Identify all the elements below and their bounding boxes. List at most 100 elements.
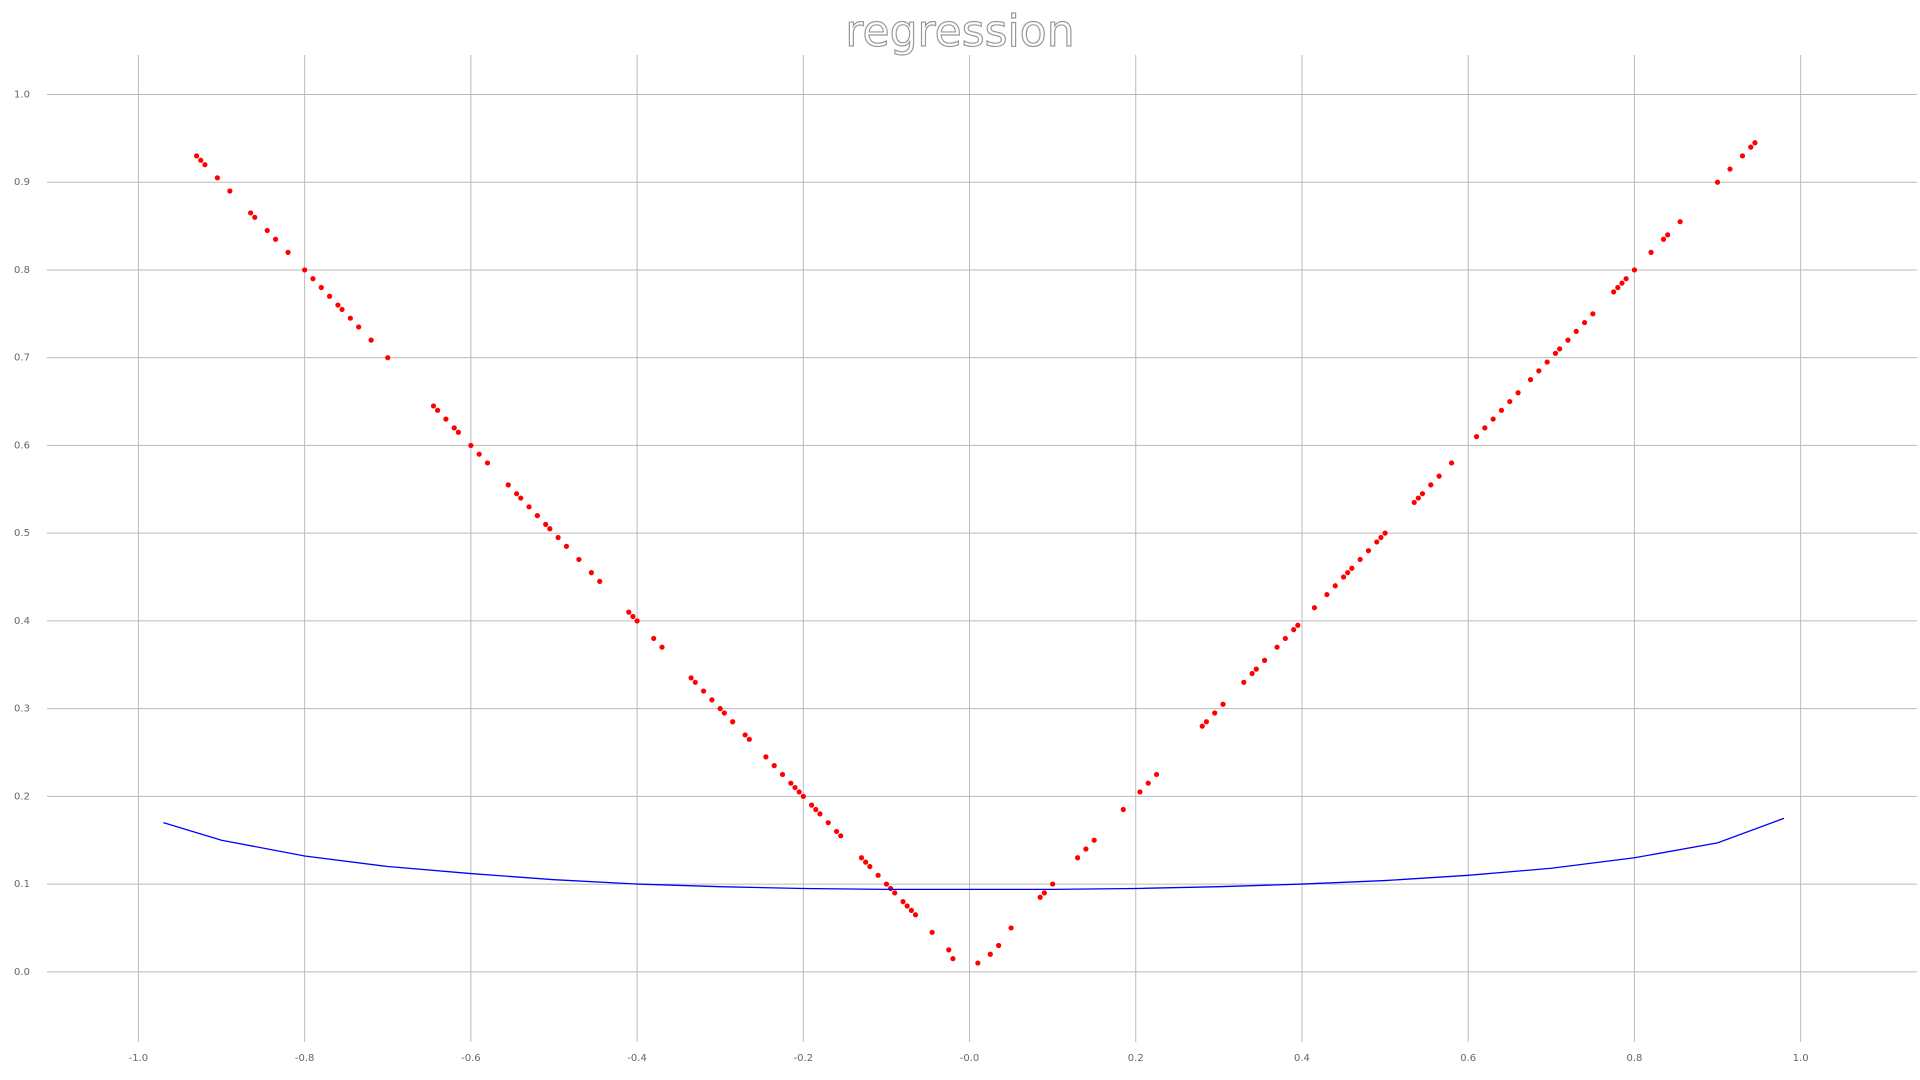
data-point [929, 929, 935, 935]
y-tick-label: 0.1 [14, 879, 30, 890]
data-point [800, 793, 806, 799]
data-point [1660, 236, 1667, 242]
data-point [1565, 337, 1571, 343]
x-tick-label: -0.8 [295, 1053, 315, 1064]
data-point [709, 697, 715, 703]
data-point [468, 442, 474, 449]
data-point [1552, 350, 1559, 356]
data-point [513, 491, 520, 497]
data-point [214, 175, 220, 181]
data-point [1515, 390, 1521, 396]
data-point [1631, 267, 1638, 273]
data-point [1727, 166, 1733, 172]
data-point [1091, 837, 1097, 843]
y-tick-label: 0.4 [14, 616, 30, 627]
data-point [887, 885, 894, 892]
data-point [455, 429, 461, 435]
data-point [264, 227, 270, 234]
data-point [1037, 894, 1043, 900]
data-point [867, 863, 873, 870]
data-point [1041, 890, 1047, 896]
data-point [863, 859, 869, 865]
data-point [1008, 925, 1014, 931]
data-point [227, 188, 233, 194]
y-tick-label: 0.8 [14, 265, 30, 276]
data-point [858, 855, 865, 861]
data-point [1581, 319, 1588, 326]
data-point [908, 907, 914, 914]
regression-line [163, 817, 1785, 890]
data-point [1573, 328, 1579, 334]
x-tick-label: -0.2 [794, 1053, 814, 1064]
data-point [555, 534, 561, 541]
y-tick-label: 0.3 [14, 704, 30, 715]
data-point [1677, 219, 1683, 225]
data-point [1345, 570, 1351, 576]
y-tick-label: 0.0 [14, 967, 30, 978]
data-point [746, 736, 752, 742]
data-point [543, 521, 549, 527]
data-point [202, 162, 208, 168]
data-point [996, 942, 1002, 949]
data-point [1428, 482, 1434, 488]
data-point [1199, 723, 1205, 729]
data-point [1253, 666, 1259, 672]
data-point [248, 210, 254, 216]
data-point [1615, 284, 1621, 291]
data-point [1203, 719, 1209, 725]
data-point [833, 828, 840, 835]
y-tick-label: 1.0 [14, 89, 30, 100]
data-point [1374, 539, 1380, 545]
data-point [1332, 583, 1338, 589]
data-point [310, 276, 316, 282]
data-point [796, 789, 802, 795]
data-point [476, 451, 482, 457]
data-point [813, 806, 819, 813]
data-point [451, 425, 457, 431]
data-point [1120, 806, 1126, 813]
data-point [368, 337, 374, 343]
data-point [1365, 548, 1372, 554]
data-point [817, 811, 823, 817]
y-tick-label: 0.6 [14, 440, 30, 451]
data-point [838, 833, 844, 839]
data-point [1619, 280, 1625, 286]
data-point [771, 763, 777, 769]
data-point [1415, 495, 1421, 501]
data-point [1324, 591, 1330, 598]
data-point [1261, 657, 1268, 663]
y-tick-label: 0.9 [14, 177, 30, 188]
data-point [700, 688, 707, 694]
data-point [318, 284, 324, 291]
x-tick-label: -1.0 [129, 1053, 149, 1064]
data-point [1436, 473, 1442, 479]
x-tick-label: -0.6 [461, 1053, 481, 1064]
data-point [435, 407, 441, 413]
data-point [547, 526, 553, 532]
data-point [630, 613, 636, 620]
data-point [1665, 232, 1671, 238]
data-point [1074, 855, 1081, 861]
data-point [717, 706, 723, 712]
data-point [721, 710, 727, 716]
data-point [792, 784, 798, 791]
data-point [194, 153, 200, 159]
data-point [1137, 789, 1143, 795]
data-point [1473, 434, 1480, 440]
data-point [526, 504, 532, 510]
data-point [912, 912, 919, 918]
data-point [946, 947, 952, 953]
data-point [1752, 140, 1758, 146]
data-point [1739, 153, 1746, 159]
y-tick-label: 0.2 [14, 791, 30, 802]
data-point [779, 771, 786, 778]
data-point [763, 754, 769, 760]
data-point [576, 556, 582, 563]
data-point [1249, 670, 1255, 677]
data-point [198, 157, 204, 163]
data-point [892, 890, 898, 896]
data-point [1557, 346, 1563, 352]
data-point [1378, 534, 1384, 541]
data-point [1311, 605, 1318, 611]
data-point [588, 570, 594, 576]
